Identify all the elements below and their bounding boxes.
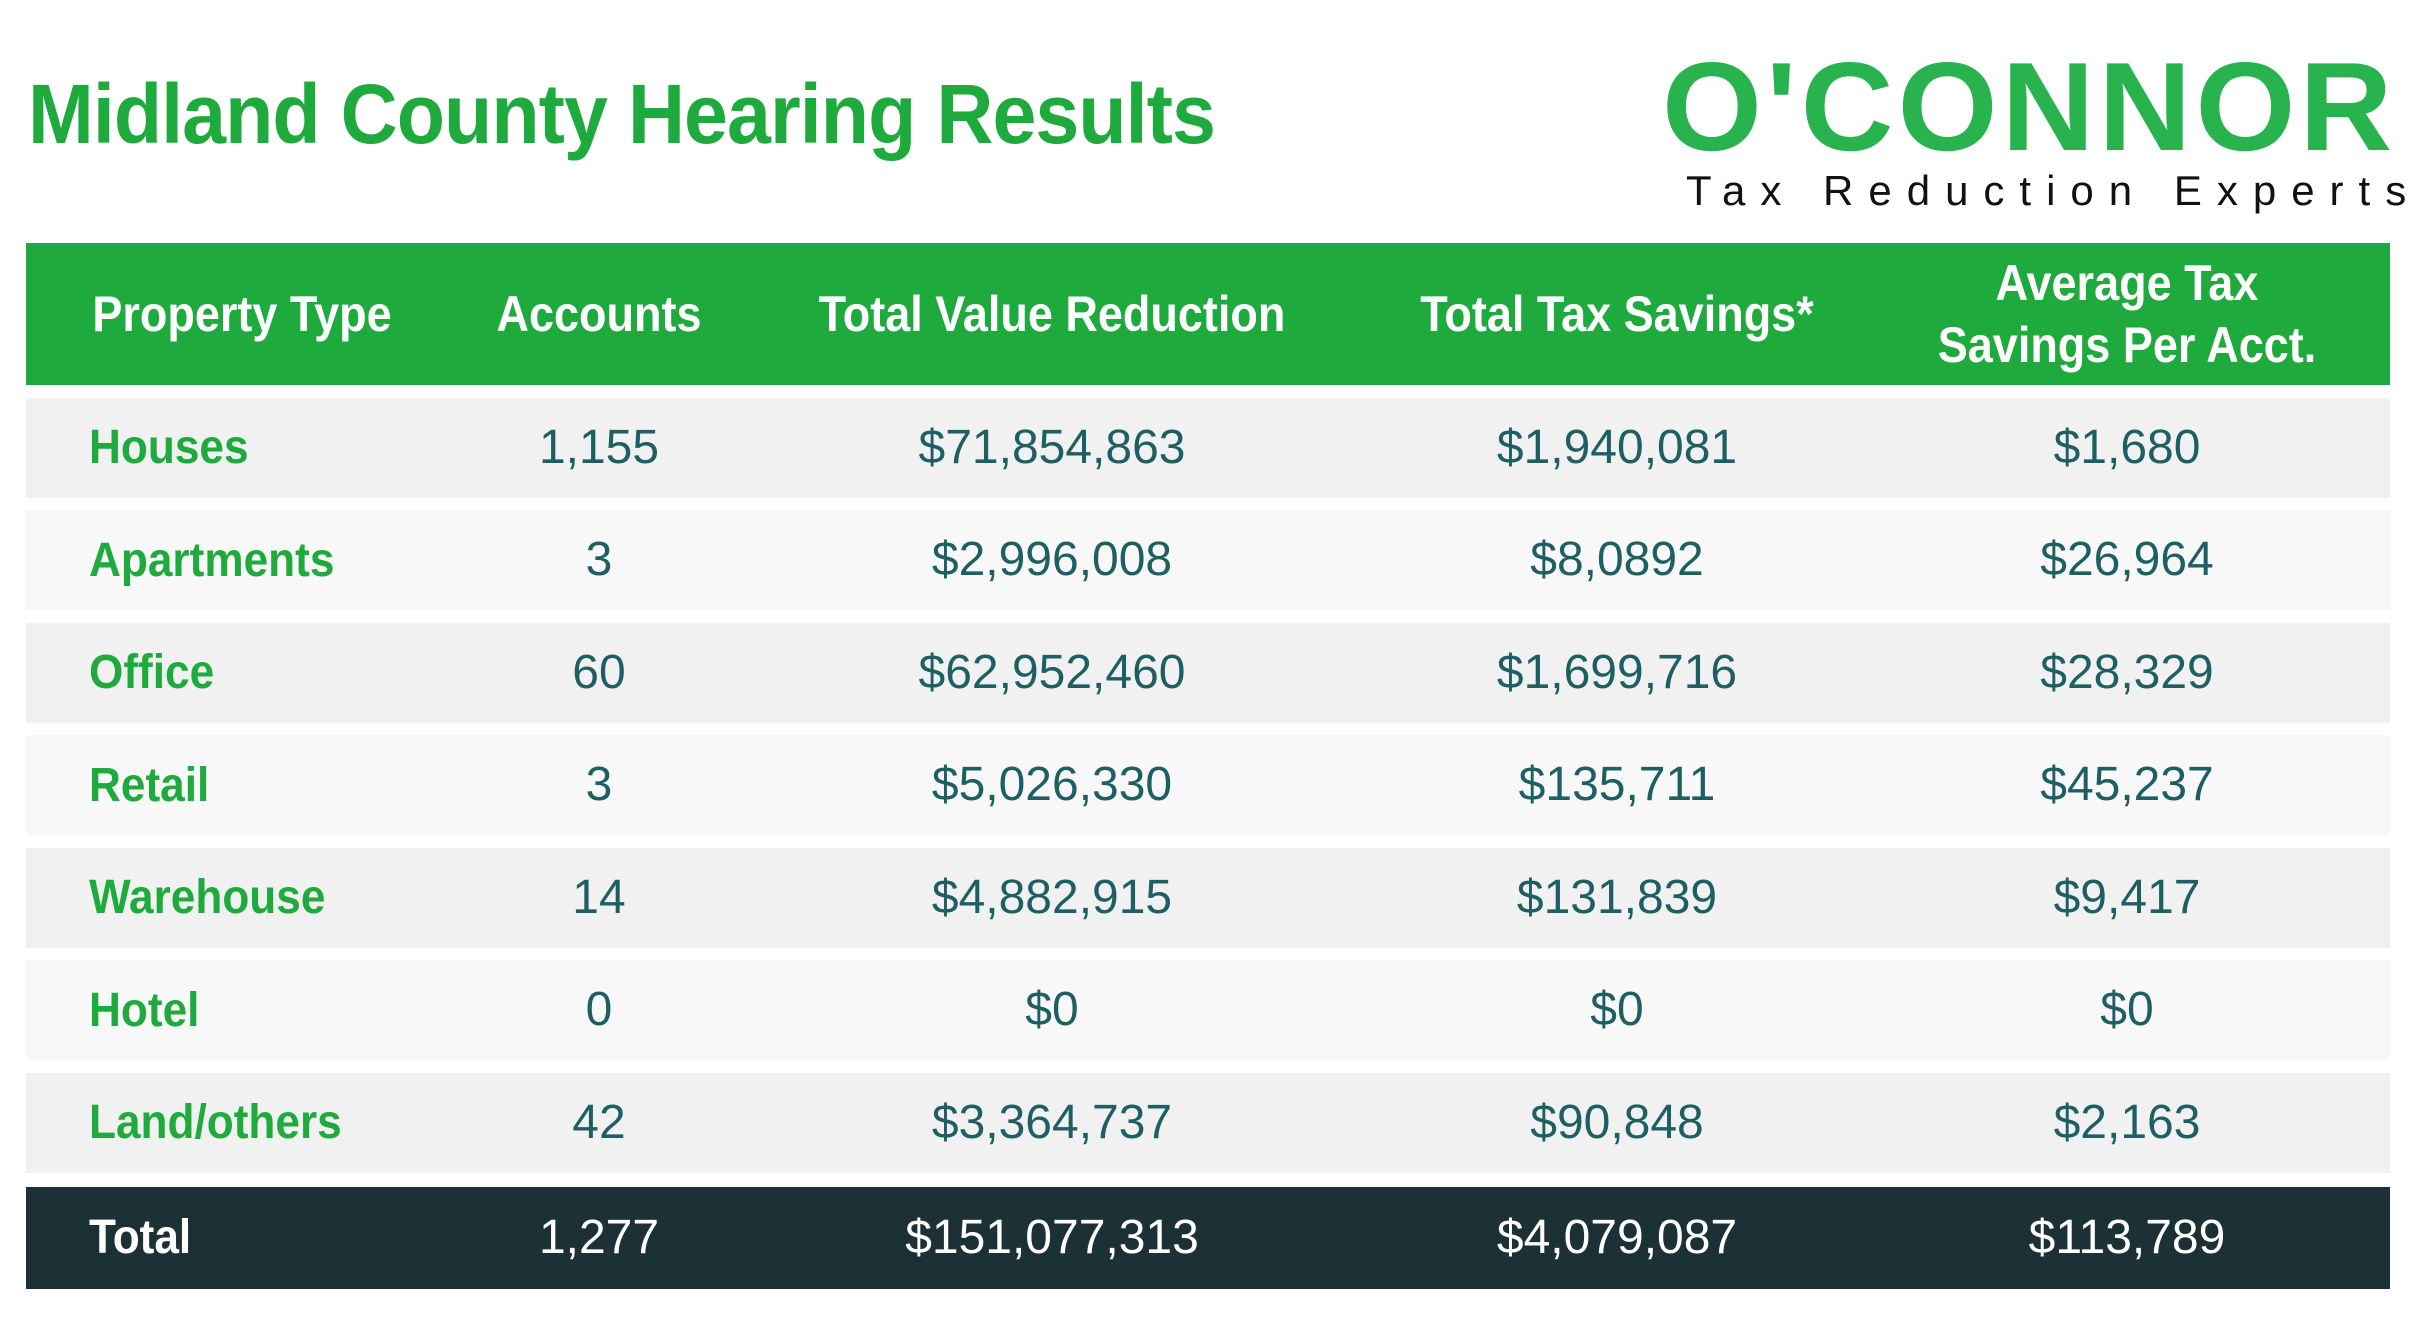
table-row: Land/others 42 $3,364,737 $90,848 $2,163 — [26, 1072, 2390, 1173]
property-type-cell: Office — [89, 646, 215, 699]
avg-savings-cell: $0 — [2100, 983, 2154, 1036]
logo-wordmark: O'CONNOR — [1662, 36, 2397, 177]
logo-tagline: Tax Reduction Experts — [1686, 167, 2417, 214]
tax-savings-cell: $8,0892 — [1530, 533, 1704, 586]
header-average-tax-savings: Average Tax Savings Per Acct. — [1937, 254, 2317, 374]
value-reduction-cell: $71,854,863 — [918, 420, 1186, 474]
accounts-cell: 60 — [572, 645, 626, 699]
value-reduction-cell: $62,952,460 — [918, 645, 1186, 699]
oconnor-logo: O'CONNOR Tax Reduction Experts — [1662, 44, 2406, 224]
value-reduction-cell: $151,077,313 — [905, 1210, 1199, 1264]
table-row: Office 60 $62,952,460 $1,699,716 $28,329 — [26, 622, 2390, 723]
avg-savings-cell: $26,964 — [2040, 533, 2214, 586]
total-row: Total 1,277 $151,077,313 $4,079,087 $113,789 — [26, 1186, 2390, 1289]
table-row: Hotel 0 $0 $0 $0 — [26, 960, 2390, 1060]
avg-savings-cell: $113,789 — [2028, 1210, 2226, 1264]
accounts-cell: 3 — [585, 533, 613, 586]
tax-savings-cell: $1,699,716 — [1496, 645, 1738, 699]
value-reduction-cell: $0 — [1025, 983, 1079, 1036]
accounts-cell: 1,277 — [538, 1210, 660, 1264]
value-reduction-cell: $4,882,915 — [931, 870, 1173, 924]
property-type-cell: Warehouse — [89, 871, 326, 924]
hearing-results-table: Property Type Accounts Total Value Reduc… — [26, 243, 2390, 1289]
tax-savings-cell: $131,839 — [1516, 870, 1718, 924]
accounts-cell: 14 — [572, 870, 626, 924]
accounts-cell: 42 — [572, 1095, 626, 1149]
avg-savings-cell: $1,680 — [2053, 420, 2201, 474]
value-reduction-cell: $2,996,008 — [931, 533, 1173, 586]
tax-savings-cell: $0 — [1590, 983, 1644, 1036]
property-type-cell: Total — [89, 1211, 192, 1264]
tax-savings-cell: $90,848 — [1530, 1095, 1704, 1149]
avg-savings-cell: $28,329 — [2040, 645, 2214, 699]
header-accounts: Accounts — [496, 285, 702, 342]
page-title: Midland County Hearing Results — [28, 67, 1216, 161]
property-type-cell: Houses — [89, 421, 249, 474]
table-header: Property Type Accounts Total Value Reduc… — [26, 243, 2390, 385]
property-type-cell: Apartments — [89, 533, 335, 587]
value-reduction-cell: $5,026,330 — [931, 758, 1173, 811]
tax-savings-cell: $4,079,087 — [1496, 1210, 1738, 1264]
tax-savings-cell: $1,940,081 — [1496, 420, 1738, 474]
accounts-cell: 0 — [585, 983, 613, 1036]
table-row: Warehouse 14 $4,882,915 $131,839 $9,417 — [26, 847, 2390, 948]
header-total-tax-savings: Total Tax Savings* — [1420, 285, 1814, 342]
property-type-cell: Land/others — [89, 1096, 342, 1149]
property-type-cell: Hotel — [89, 983, 200, 1037]
accounts-cell: 3 — [585, 758, 613, 811]
table-row: Houses 1,155 $71,854,863 $1,940,081 $1,680 — [26, 397, 2390, 498]
tax-savings-cell: $135,711 — [1518, 758, 1716, 811]
header-total-value-reduction: Total Value Reduction — [818, 285, 1286, 342]
avg-savings-cell: $9,417 — [2053, 870, 2201, 924]
avg-savings-cell: $45,237 — [2040, 758, 2214, 811]
property-type-cell: Retail — [89, 758, 210, 812]
header-property-type: Property Type — [92, 285, 392, 342]
value-reduction-cell: $3,364,737 — [931, 1095, 1173, 1149]
table-row: Retail 3 $5,026,330 $135,711 $45,237 — [26, 735, 2390, 835]
accounts-cell: 1,155 — [538, 420, 660, 474]
table-row: Apartments 3 $2,996,008 $8,0892 $26,964 — [26, 510, 2390, 610]
avg-savings-cell: $2,163 — [2053, 1095, 2201, 1149]
